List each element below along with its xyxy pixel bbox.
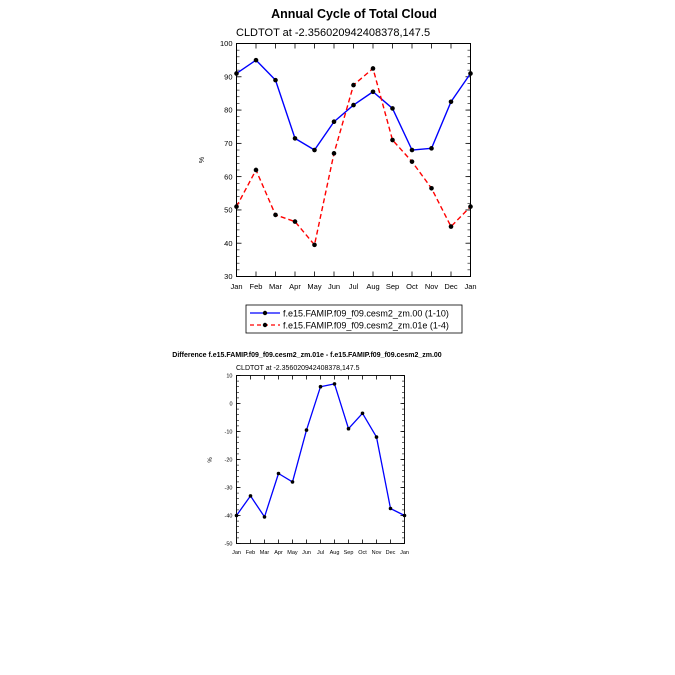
data-point-series-1 [374, 435, 379, 439]
data-point-series-1 [402, 513, 407, 518]
series-line-2 [235, 67, 472, 246]
x-tick-label: Aug [330, 550, 340, 556]
data-point-series-2 [292, 219, 298, 224]
y-tick-label: 80 [224, 106, 232, 115]
x-tick-label: Jan [232, 550, 241, 556]
data-point-series-1 [234, 71, 239, 76]
data-point-series-2 [409, 159, 415, 164]
chart2-y-axis-label: % [208, 457, 214, 463]
y-tick-label: 50 [224, 206, 232, 215]
data-point-series-1 [234, 513, 239, 518]
x-tick-label: Jul [317, 550, 324, 556]
chart2-title: Difference f.e15.FAMIP.f09_f09.cesm2_zm.… [172, 352, 441, 359]
y-tick-label: -20 [225, 457, 233, 463]
data-point-series-1 [312, 147, 317, 153]
data-point-series-1 [273, 77, 278, 83]
x-tick-label: Apr [274, 550, 283, 556]
data-point-series-1 [331, 119, 337, 125]
y-tick-label: 40 [224, 239, 232, 248]
data-point-series-1 [276, 471, 281, 476]
x-tick-label: Sep [386, 282, 399, 291]
x-tick-label: Dec [444, 282, 458, 291]
x-tick-label: Jun [328, 282, 340, 291]
x-tick-label: Jan [400, 550, 409, 556]
x-tick-label: Jul [349, 282, 359, 291]
data-point-series-1 [304, 428, 309, 432]
chart1-plot-area: 30 40 50 60 70 80 90 100 Jan Feb Mar Apr May Jun Jul Au… [220, 39, 477, 291]
data-point-series-1 [388, 506, 393, 511]
data-point-series-2 [390, 137, 395, 143]
data-point-series-2 [312, 242, 317, 248]
x-tick-label: Sep [344, 550, 354, 556]
data-point-series-2 [253, 167, 259, 173]
data-point-series-2 [331, 151, 337, 156]
data-point-series-2 [273, 212, 278, 218]
y-tick-label: -50 [225, 541, 233, 547]
x-tick-label: Nov [425, 282, 439, 291]
x-tick-label: Feb [246, 550, 255, 556]
data-point-series-1 [248, 494, 253, 498]
data-point-series-2 [370, 66, 376, 71]
legend-marker-series-1 [262, 310, 268, 316]
x-tick-label: Aug [366, 282, 379, 291]
data-point-series-2 [448, 224, 454, 229]
data-point-series-1 [409, 147, 415, 153]
data-point-series-1 [390, 106, 395, 111]
series-line-1 [235, 383, 405, 518]
data-point-series-1 [370, 89, 376, 95]
x-tick-label: Jan [230, 282, 242, 291]
data-point-series-1 [292, 136, 298, 141]
data-point-series-1 [448, 99, 454, 105]
plot-frame [236, 375, 405, 544]
plot-frame [236, 43, 471, 277]
x-tick-label: Feb [250, 282, 263, 291]
y-tick-label: 60 [224, 172, 232, 181]
y-tick-label: -40 [225, 513, 233, 519]
data-point-series-1 [253, 57, 259, 63]
data-point-series-1 [346, 426, 351, 431]
data-point-series-2 [429, 185, 434, 191]
chart2-subtitle: CLDTOT at -2.356020942408378,147.5 [236, 365, 360, 372]
data-point-series-1 [360, 411, 365, 416]
data-point-series-1 [351, 102, 356, 108]
legend-marker-series-2 [262, 322, 268, 328]
data-point-series-1 [468, 71, 473, 76]
chart2-plot-area: -50 -40 -30 -20 -10 0 10 Jan Feb Mar Apr May Jun Jul A… [225, 373, 409, 556]
data-point-series-1 [262, 515, 267, 519]
data-point-series-2 [234, 204, 239, 209]
y-tick-label: -10 [225, 429, 233, 435]
x-tick-label: Jan [464, 282, 476, 291]
x-tick-label: Jun [302, 550, 311, 556]
data-point-series-1 [318, 384, 323, 389]
x-tick-label: Oct [406, 282, 419, 291]
x-tick-label: May [307, 282, 321, 291]
y-tick-label: 90 [224, 72, 232, 81]
y-tick-label: 10 [226, 373, 232, 379]
y-tick-label: 70 [224, 139, 232, 148]
x-tick-label: Dec [386, 550, 396, 556]
data-point-series-2 [351, 82, 356, 88]
chart1-y-axis-label: % [199, 157, 206, 163]
x-tick-label: Oct [358, 550, 367, 556]
x-tick-label: Nov [372, 550, 382, 556]
chart1-subtitle: CLDTOT at -2.356020942408378,147.5 [236, 27, 430, 39]
x-tick-label: Apr [289, 282, 301, 291]
y-tick-label: 100 [220, 39, 233, 48]
legend-label-series-2: f.e15.FAMIP.f09_f09.cesm2_zm.01e (1-4) [283, 321, 449, 331]
x-tick-label: Mar [269, 282, 282, 291]
data-point-series-2 [468, 204, 473, 209]
y-tick-label: 30 [224, 272, 232, 281]
chart1-legend: f.e15.FAMIP.f09_f09.cesm2_zm.00 (1-10) f… [245, 304, 463, 334]
x-tick-label: Mar [260, 550, 270, 556]
x-tick-label: May [287, 550, 298, 556]
y-tick-label: 0 [229, 401, 232, 407]
data-point-series-1 [332, 382, 337, 386]
legend-label-series-1: f.e15.FAMIP.f09_f09.cesm2_zm.00 (1-10) [283, 309, 449, 319]
chart1-title: Annual Cycle of Total Cloud [271, 7, 437, 21]
data-point-series-1 [429, 146, 434, 151]
data-point-series-1 [290, 480, 295, 484]
y-tick-label: -30 [225, 485, 233, 491]
legend-box [245, 304, 463, 334]
